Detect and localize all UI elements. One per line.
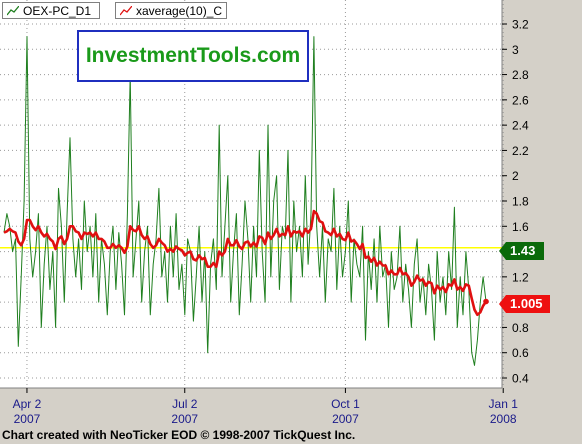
y-tick-label: 2.4 <box>512 119 529 133</box>
y-tick-label: 2.8 <box>512 68 529 82</box>
y-tick-label: 1.6 <box>512 220 529 234</box>
series-end-point <box>483 298 489 305</box>
line-series-icon <box>7 6 19 16</box>
x-tick-label: Jul 2 <box>172 397 198 411</box>
y-tick-label: 0.6 <box>512 346 529 360</box>
x-tick-year: 2007 <box>171 412 198 426</box>
y-tick-label: 1.8 <box>512 195 529 209</box>
y-tick-label: 2 <box>512 169 519 183</box>
y-tick-label: 0.4 <box>512 372 529 386</box>
line-series-icon <box>120 6 132 16</box>
x-tick-year: 2007 <box>332 412 359 426</box>
last-value-green-label: 1.43 <box>510 243 536 258</box>
y-axis: 0.40.60.811.21.41.61.822.22.42.62.833.2 <box>502 18 529 386</box>
last-value-tag-red: 1.005 <box>499 295 550 313</box>
y-tick-label: 0.8 <box>512 321 529 335</box>
series-lines <box>0 36 502 366</box>
series-line-xaverage <box>3 209 488 317</box>
legend-label-xaverage: xaverage(10)_C <box>136 4 223 18</box>
series-line-oex-pc <box>3 36 487 366</box>
x-tick-year: 2008 <box>490 412 517 426</box>
y-tick-label: 3 <box>512 43 519 57</box>
footer-credit: Chart created with NeoTicker EOD © 1998-… <box>2 428 356 442</box>
y-tick-label: 1.2 <box>512 270 529 284</box>
x-tick-label: Apr 2 <box>13 397 42 411</box>
x-tick-label: Jan 1 <box>489 397 519 411</box>
y-tick-label: 2.6 <box>512 93 529 107</box>
last-value-red-label: 1.005 <box>510 296 543 311</box>
watermark-logo: InvestmentTools.com <box>77 30 309 82</box>
x-tick-label: Oct 1 <box>331 397 360 411</box>
legend-series-2: xaverage(10)_C <box>115 2 227 19</box>
last-value-tag-green: 1.43 <box>499 242 544 260</box>
legend-label-oex: OEX-PC_D1 <box>23 4 92 18</box>
y-tick-label: 3.2 <box>512 18 529 32</box>
legend-series-1: OEX-PC_D1 <box>2 2 100 19</box>
x-tick-year: 2007 <box>14 412 41 426</box>
y-tick-label: 2.2 <box>512 144 529 158</box>
